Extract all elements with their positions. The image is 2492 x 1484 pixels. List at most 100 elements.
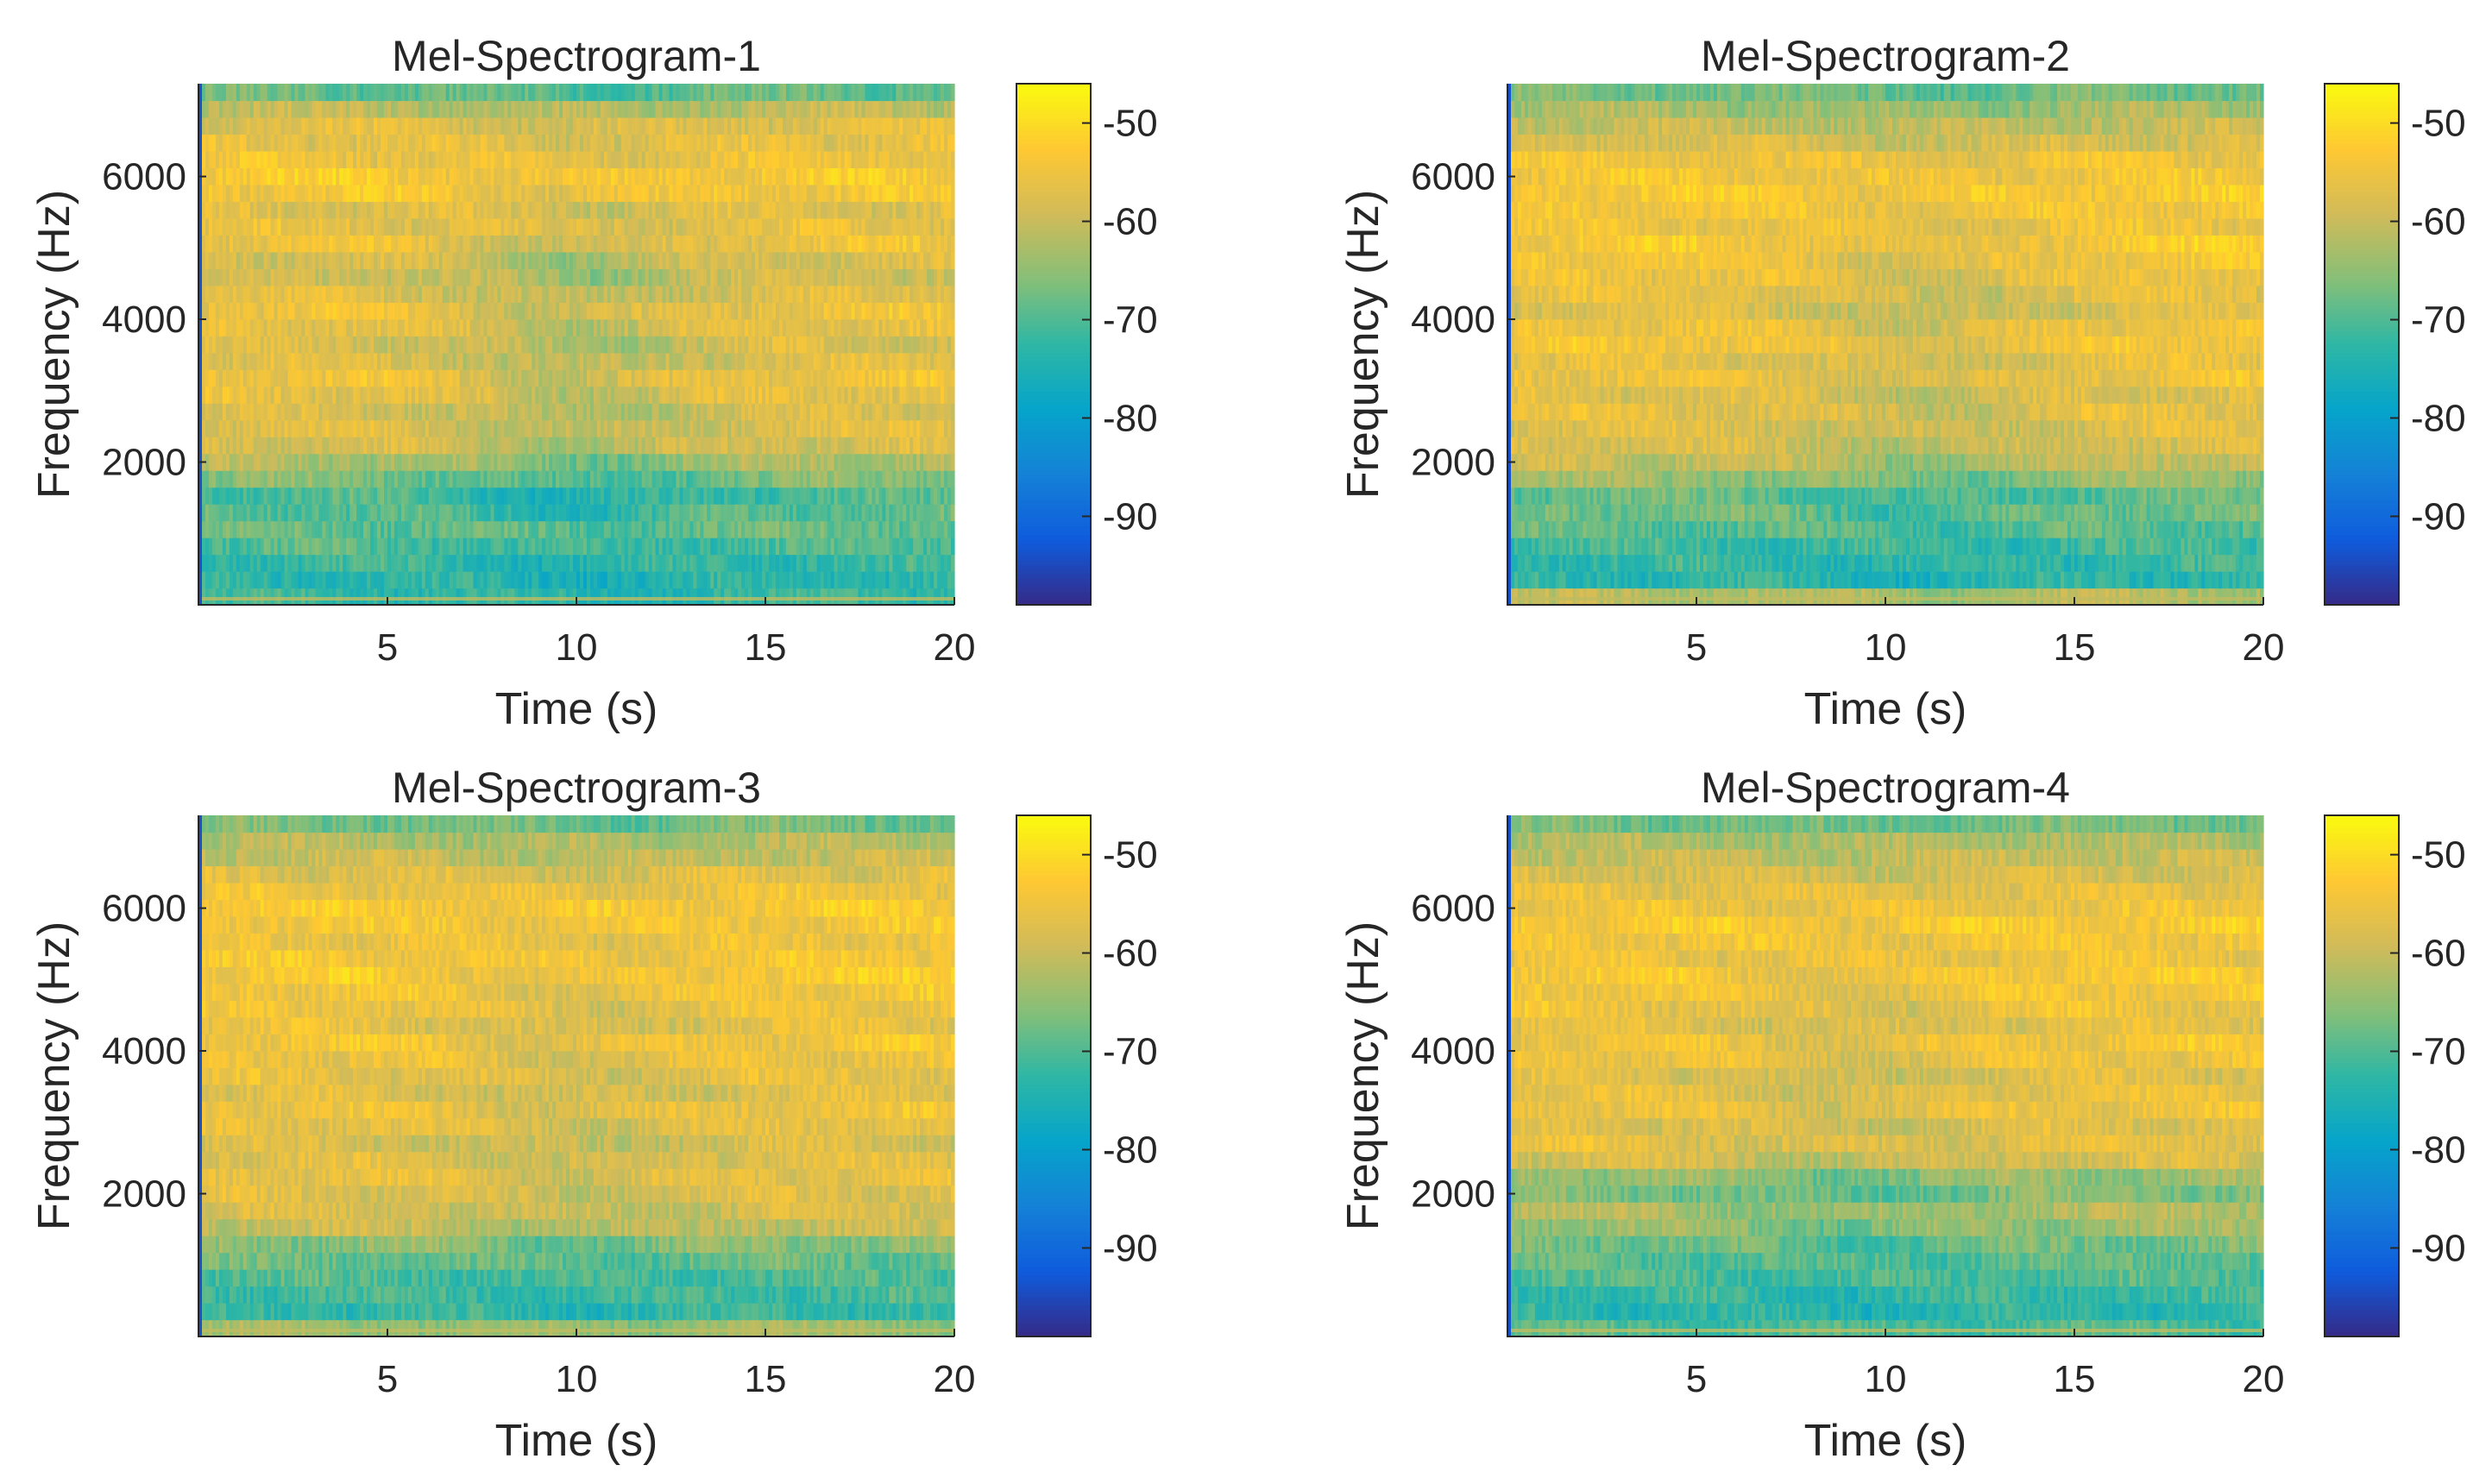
heatmap-cell	[632, 588, 636, 606]
heatmap-cell	[587, 521, 591, 538]
heatmap-cell	[528, 555, 532, 572]
heatmap-cell	[783, 571, 787, 588]
heatmap-cell	[790, 538, 794, 555]
heatmap-cell	[494, 588, 498, 606]
heatmap-cell	[916, 521, 921, 538]
heatmap-cell	[755, 538, 759, 555]
heatmap-cell	[745, 521, 749, 538]
heatmap-cell	[639, 504, 643, 521]
heatmap-cell	[387, 538, 392, 555]
heatmap-cell	[824, 555, 828, 572]
heatmap-cell	[367, 521, 371, 538]
heatmap-cell	[425, 521, 430, 538]
heatmap-cell	[721, 504, 725, 521]
heatmap-cell	[325, 588, 330, 606]
heatmap-cell	[240, 571, 244, 588]
heatmap-cell	[439, 521, 444, 538]
heatmap-cell	[315, 571, 319, 588]
heatmap-cell	[511, 588, 515, 606]
heatmap-cell	[930, 521, 934, 538]
heatmap-cell	[292, 504, 296, 521]
heatmap-cell	[855, 538, 859, 555]
heatmap-cell	[859, 504, 863, 521]
heatmap-cell	[814, 538, 818, 555]
heatmap-cell	[659, 504, 664, 521]
heatmap-cell	[384, 571, 388, 588]
heatmap-cell	[460, 538, 464, 555]
heatmap-cell	[878, 521, 883, 538]
heatmap-cell	[436, 571, 440, 588]
heatmap-cell	[542, 588, 546, 606]
heatmap-cell	[285, 571, 289, 588]
heatmap-cell	[339, 588, 343, 606]
heatmap-cell	[312, 521, 316, 538]
heatmap-cell	[525, 571, 529, 588]
heatmap-cell	[755, 555, 759, 572]
heatmap-cell	[425, 571, 430, 588]
heatmap-cell	[549, 538, 553, 555]
heatmap-cell	[398, 571, 402, 588]
heatmap-cell	[514, 521, 519, 538]
heatmap-cell	[460, 555, 464, 572]
heatmap-cell	[570, 521, 574, 538]
heatmap-cell	[556, 588, 560, 606]
heatmap-cell	[618, 588, 622, 606]
heatmap-cell	[666, 588, 670, 606]
heatmap-cell	[261, 571, 265, 588]
heatmap-cell	[724, 571, 728, 588]
heatmap-cell	[755, 588, 759, 606]
heatmap-cell	[745, 538, 749, 555]
heatmap-cell	[663, 521, 667, 538]
heatmap-cell	[443, 521, 447, 538]
heatmap-cell	[796, 521, 801, 538]
heatmap-cell	[257, 588, 261, 606]
heatmap-cell	[748, 521, 752, 538]
heatmap-cell	[205, 588, 210, 606]
heatmap-cell	[896, 555, 900, 572]
heatmap-cell	[298, 504, 302, 521]
heatmap-cell	[521, 588, 525, 606]
heatmap-cell	[370, 504, 374, 521]
heatmap-cell	[828, 588, 832, 606]
heatmap-cell	[707, 588, 711, 606]
heatmap-cell	[230, 504, 234, 521]
heatmap-cell	[779, 504, 783, 521]
heatmap-cell	[460, 588, 464, 606]
heatmap-cell	[456, 588, 461, 606]
heatmap-cell	[659, 521, 664, 538]
heatmap-cell	[525, 538, 529, 555]
heatmap-cell	[848, 588, 853, 606]
heatmap-cell	[288, 521, 293, 538]
heatmap-cell	[481, 504, 485, 521]
heatmap-cell	[607, 571, 612, 588]
heatmap-cell	[511, 538, 515, 555]
heatmap-cell	[254, 571, 258, 588]
spectrogram-panel-1: Mel-Spectrogram-15 10 15 20200040006000Time…	[29, 32, 1158, 734]
heatmap-cell	[346, 538, 350, 555]
heatmap-cell	[219, 588, 223, 606]
heatmap-cell	[374, 504, 378, 521]
heatmap-cell	[315, 504, 319, 521]
heatmap-cell	[490, 588, 494, 606]
heatmap-cell	[401, 555, 406, 572]
heatmap-cell	[621, 504, 626, 521]
heatmap-cell	[278, 571, 282, 588]
heatmap-cell	[731, 588, 735, 606]
heatmap-cell	[731, 538, 735, 555]
heatmap-cell	[563, 588, 567, 606]
heatmap-cell	[652, 538, 657, 555]
heatmap-cell	[741, 538, 746, 555]
heatmap-cell	[601, 555, 605, 572]
heatmap-cell	[748, 538, 752, 555]
heatmap-cell	[672, 555, 676, 572]
heatmap-cell	[783, 588, 787, 606]
heatmap-cell	[450, 521, 454, 538]
heatmap-cell	[243, 571, 248, 588]
heatmap-cell	[679, 538, 683, 555]
heatmap-cell	[528, 521, 532, 538]
heatmap-cell	[202, 571, 206, 588]
heatmap-cell	[521, 571, 525, 588]
heatmap-cell	[288, 504, 293, 521]
heatmap-cell	[226, 504, 230, 521]
heatmap-cell	[504, 588, 508, 606]
